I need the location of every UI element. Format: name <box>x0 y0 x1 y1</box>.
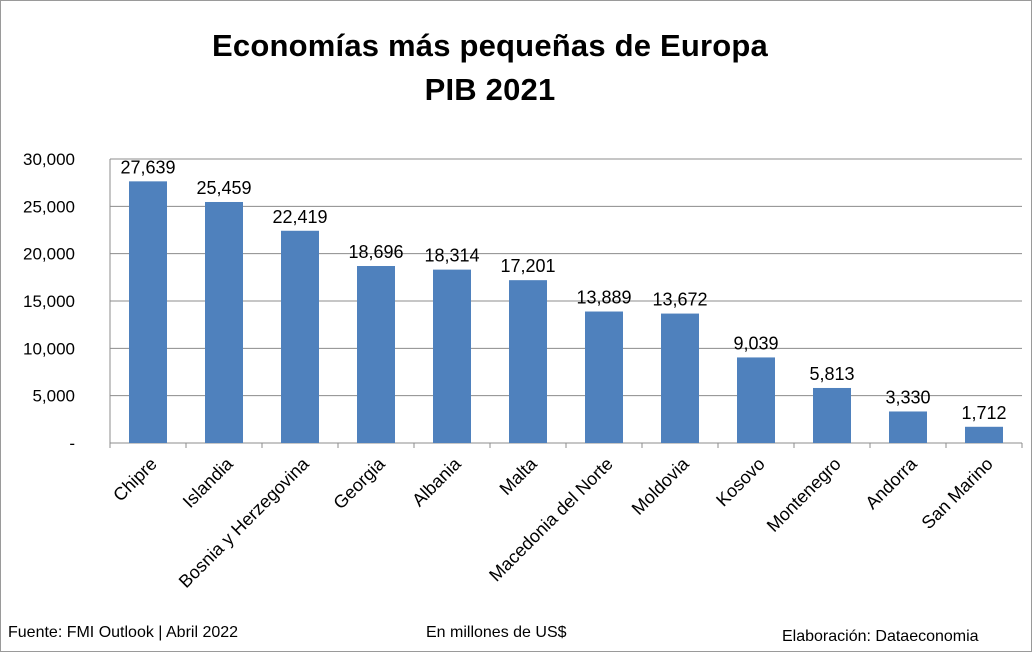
y-tick-label: 10,000 <box>23 339 75 358</box>
data-label: 1,712 <box>961 403 1006 423</box>
data-label: 17,201 <box>500 256 555 276</box>
bar <box>965 426 1003 443</box>
data-label: 25,459 <box>196 178 251 198</box>
data-label: 5,813 <box>809 364 854 384</box>
data-label: 27,639 <box>120 157 175 177</box>
bar <box>205 201 243 443</box>
x-tick-label: Kosovo <box>712 454 769 511</box>
bar <box>357 266 395 443</box>
credit-note: Elaboración: Dataeconomia <box>782 628 979 645</box>
bar <box>509 280 547 443</box>
x-tick-label: Islandia <box>179 453 238 512</box>
y-tick-label: 30,000 <box>23 150 75 169</box>
bar <box>433 269 471 443</box>
bar <box>585 311 623 443</box>
bar <box>129 181 167 443</box>
data-label: 22,419 <box>272 207 327 227</box>
bar <box>281 230 319 443</box>
chart-title: Economías más pequeñas de Europa <box>212 28 768 63</box>
data-label: 18,696 <box>348 242 403 262</box>
data-label: 3,330 <box>885 387 930 407</box>
bar <box>813 387 851 443</box>
data-label: 13,672 <box>652 290 707 310</box>
y-tick-label: 15,000 <box>23 292 75 311</box>
x-tick-label: Chipre <box>109 454 161 506</box>
bar <box>737 357 775 443</box>
y-tick-label: 5,000 <box>32 387 75 406</box>
x-tick-label: Andorra <box>861 453 921 513</box>
x-tick-label: Malta <box>496 453 542 499</box>
x-tick-label: Georgia <box>329 453 389 513</box>
source-note: Fuente: FMI Outlook | Abril 2022 <box>8 624 239 641</box>
y-tick-label: - <box>69 434 75 453</box>
data-label: 18,314 <box>424 246 479 266</box>
y-tick-label: 25,000 <box>23 197 75 216</box>
y-tick-label: 20,000 <box>23 245 75 264</box>
data-label: 9,039 <box>733 333 778 353</box>
bar <box>889 411 927 443</box>
x-tick-label: Bosnia y Herzegovina <box>175 453 314 592</box>
units-note: En millones de US$ <box>426 624 567 641</box>
x-tick-label: Moldovia <box>628 453 694 519</box>
chart-subtitle: PIB 2021 <box>424 72 556 107</box>
x-tick-label: Montenegro <box>763 454 845 536</box>
x-tick-label: Macedonia del Norte <box>485 454 617 586</box>
data-label: 13,889 <box>576 288 631 308</box>
bar <box>661 313 699 443</box>
x-tick-label: San Marino <box>918 454 997 533</box>
x-tick-label: Albania <box>408 453 465 510</box>
